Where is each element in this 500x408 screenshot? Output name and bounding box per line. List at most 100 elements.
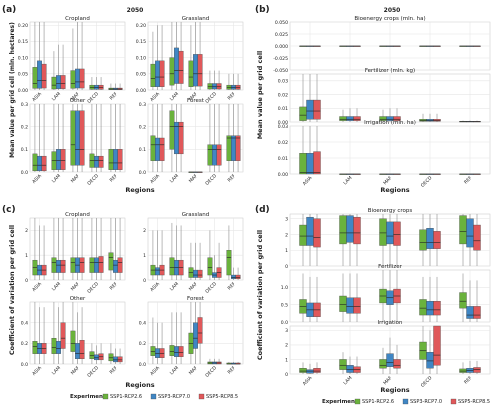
x-tick-label: MAF bbox=[188, 281, 199, 292]
box-ssp5-rcp8.5 bbox=[117, 83, 123, 90]
y-tick-label: 1 bbox=[285, 357, 288, 363]
box-ssp5-rcp8.5 bbox=[235, 104, 241, 172]
box-iqr bbox=[379, 359, 387, 369]
y-tick-label: 0.02 bbox=[278, 92, 288, 98]
x-tick-label: OECD bbox=[204, 173, 218, 187]
box-iqr bbox=[193, 322, 198, 349]
box-iqr bbox=[98, 155, 104, 168]
box-iqr bbox=[393, 359, 401, 369]
x-tick-label: OECD bbox=[204, 281, 218, 295]
legend-item-ssp5-rcp8.5: SSP5-RCP8.5 bbox=[450, 398, 490, 405]
box-ssp1-rcp2.6 bbox=[379, 173, 387, 175]
box-iqr bbox=[306, 369, 314, 374]
box-ssp5-rcp8.5 bbox=[197, 242, 203, 280]
box-ssp3-rcp7.0 bbox=[466, 173, 474, 175]
y-tick-label: 0 bbox=[25, 278, 28, 284]
panel-c: (c) Coefficient of variation per grid ce… bbox=[2, 205, 244, 389]
x-tick-label: REF bbox=[463, 175, 474, 186]
box-ssp5-rcp8.5 bbox=[393, 173, 401, 175]
y-tick-label: 0.00 bbox=[136, 88, 146, 94]
box-iqr bbox=[299, 153, 307, 175]
box-ssp5-rcp8.5 bbox=[393, 344, 401, 374]
x-tick-label: LAM bbox=[169, 281, 180, 292]
y-tick-label: 0.00 bbox=[278, 172, 288, 178]
x-tick-label: ASIA bbox=[31, 91, 43, 103]
box-iqr bbox=[79, 340, 85, 360]
box-iqr bbox=[339, 359, 347, 370]
facet-title: Cropland bbox=[65, 16, 90, 22]
x-tick-label: LAM bbox=[169, 173, 180, 184]
box-iqr bbox=[155, 267, 160, 276]
x-tick-label: OECD bbox=[86, 281, 100, 295]
x-tick-label: REF bbox=[463, 375, 474, 386]
y-tick-label: 0.02 bbox=[278, 140, 288, 146]
x-tick-label: MAF bbox=[382, 175, 393, 186]
legend-item-ssp3-rcp7.0: SSP3-RCP7.0 bbox=[150, 393, 190, 400]
x-tick-label: ASIA bbox=[149, 365, 161, 377]
box-iqr bbox=[94, 257, 99, 273]
panel-a: (a) 2050 Mean value per grid cell (mln. … bbox=[2, 5, 244, 194]
y-tick-label: 0.2 bbox=[21, 341, 28, 347]
box-iqr bbox=[174, 346, 179, 357]
box-ssp1-rcp2.6 bbox=[32, 302, 38, 364]
box-ssp3-rcp7.0 bbox=[346, 173, 354, 175]
box-ssp5-rcp8.5 bbox=[433, 276, 441, 322]
box-ssp1-rcp2.6 bbox=[70, 218, 76, 280]
x-tick-label: MAF bbox=[70, 173, 81, 184]
x-tick-label: OECD bbox=[86, 365, 100, 379]
box-ssp5-rcp8.5 bbox=[216, 242, 222, 280]
box-iqr bbox=[79, 68, 85, 89]
box-iqr bbox=[216, 83, 222, 90]
box-iqr bbox=[466, 218, 474, 248]
box-iqr bbox=[155, 60, 160, 87]
box-ssp5-rcp8.5 bbox=[353, 273, 361, 322]
facet-forest: Forest 0.0 0.1 0.2 0.3 ASIA LAM MAF OECD REF bbox=[139, 98, 244, 187]
legend-item-ssp1-rcp2.6: SSP1-RCP2.6 bbox=[102, 393, 142, 400]
box-ssp5-rcp8.5 bbox=[353, 173, 361, 175]
y-tick-label: 0.00 bbox=[278, 120, 288, 126]
box-iqr bbox=[386, 221, 394, 245]
box-iqr bbox=[346, 215, 354, 243]
box-ssp1-rcp2.6 bbox=[226, 225, 232, 280]
box-iqr bbox=[386, 353, 394, 367]
box-iqr bbox=[212, 144, 217, 166]
x-tick-label: MAF bbox=[188, 91, 199, 102]
x-tick-label: OECD bbox=[420, 175, 434, 189]
box-iqr bbox=[235, 135, 241, 161]
box-ssp1-rcp2.6 bbox=[207, 70, 213, 90]
box-iqr bbox=[426, 301, 434, 316]
y-tick-label: 1 bbox=[285, 248, 288, 254]
box-iqr bbox=[56, 259, 61, 273]
x-tick-label: REF bbox=[108, 281, 119, 292]
y-tick-label: -0.050 bbox=[273, 68, 288, 74]
box-ssp3-rcp7.0 bbox=[426, 173, 434, 175]
legend-item-ssp3-rcp7.0: SSP3-RCP7.0 bbox=[402, 398, 442, 405]
box-iqr bbox=[159, 60, 165, 87]
box-ssp3-rcp7.0 bbox=[466, 45, 474, 47]
box-ssp5-rcp8.5 bbox=[60, 44, 66, 90]
y-tick-label: 0.10 bbox=[18, 55, 28, 61]
y-tick-label: 1 bbox=[25, 253, 28, 259]
y-tick-label: 0 bbox=[285, 264, 288, 270]
box-iqr bbox=[353, 116, 361, 121]
box-iqr bbox=[169, 57, 175, 86]
box-iqr bbox=[339, 116, 347, 121]
box-iqr bbox=[89, 257, 95, 273]
box-iqr bbox=[216, 144, 222, 166]
legend-label: SSP5-RCP8.5 bbox=[206, 394, 238, 400]
panel-label-b: (b) bbox=[255, 5, 270, 15]
y-tick-label: 0.05 bbox=[18, 72, 28, 78]
box-ssp3-rcp7.0 bbox=[306, 45, 314, 47]
box-ssp3-rcp7.0 bbox=[94, 218, 99, 280]
box-ssp1-rcp2.6 bbox=[339, 45, 347, 47]
box-iqr bbox=[51, 76, 57, 90]
box-ssp3-rcp7.0 bbox=[346, 108, 354, 122]
box-iqr bbox=[108, 149, 114, 170]
box-ssp1-rcp2.6 bbox=[339, 173, 347, 175]
box-iqr bbox=[393, 116, 401, 121]
ylabel-a: Mean value per grid cell (mln. hectares) bbox=[9, 22, 16, 158]
box-ssp3-rcp7.0 bbox=[306, 363, 314, 374]
facet-title: Other bbox=[70, 296, 86, 302]
box-iqr bbox=[459, 368, 467, 373]
